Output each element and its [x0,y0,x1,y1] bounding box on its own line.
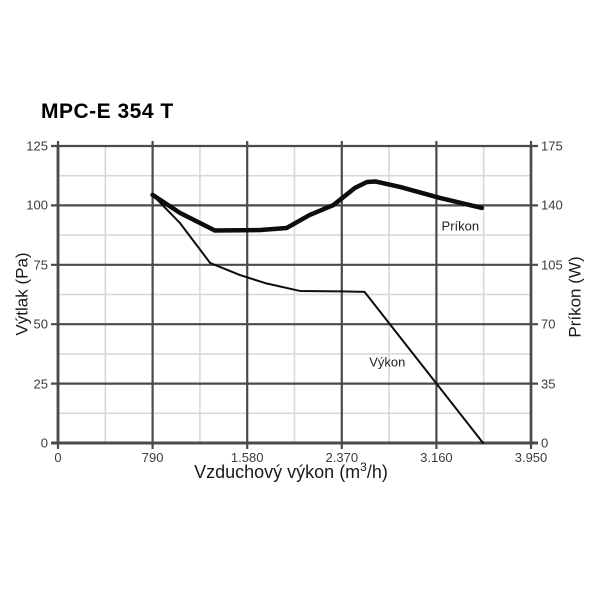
x-axis-label-post: /h) [366,462,388,482]
series-curve-výkon [151,193,485,444]
chart-title: MPC-E 354 T [41,100,174,123]
y-axis-label-right: Príkon (W) [565,256,585,338]
x-axis-label-pre: Vzduchový výkon (m [194,462,361,482]
x-axis-label-sup: 3 [360,460,367,474]
y-axis-label-left: Výtlak (Pa) [12,252,32,336]
plot-canvas [51,141,538,449]
series-curve-príkon [150,179,485,233]
x-axis-label: Vzduchový výkon (m3/h) [194,460,388,482]
